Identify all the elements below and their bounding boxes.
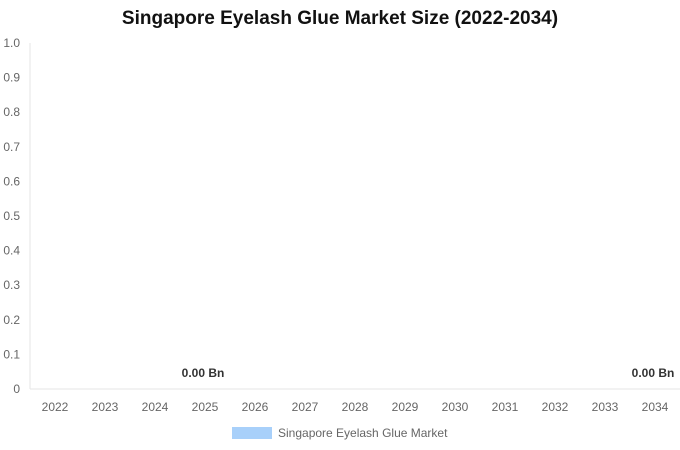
x-tick-label: 2026	[242, 400, 269, 414]
chart-title: Singapore Eyelash Glue Market Size (2022…	[121, 8, 559, 29]
x-tick-label: 2023	[92, 400, 119, 414]
legend-swatch	[232, 427, 272, 439]
x-tick-label: 2024	[142, 400, 169, 414]
x-tick-label: 2028	[342, 400, 369, 414]
y-tick-label: 0.7	[3, 140, 20, 154]
y-tick-label: 0.5	[3, 209, 20, 223]
x-tick-label: 2031	[492, 400, 519, 414]
x-tick-label: 2033	[592, 400, 619, 414]
y-tick-label: 0.8	[3, 105, 20, 119]
data-labels: 0.00 Bn 0.00 Bn	[182, 366, 675, 380]
data-label: 0.00 Bn	[182, 366, 225, 380]
x-tick-label: 2029	[392, 400, 419, 414]
x-tick-label: 2030	[442, 400, 469, 414]
y-tick-label: 0.4	[3, 244, 20, 258]
x-tick-label: 2027	[292, 400, 319, 414]
y-tick-label: 0.9	[3, 71, 20, 85]
legend[interactable]: Singapore Eyelash Glue Market	[232, 426, 447, 440]
y-tick-label: 0.6	[3, 174, 20, 188]
y-axis: 0 0.1 0.2 0.3 0.4 0.5 0.6 0.7 0.8 0.9 1.0	[3, 36, 31, 396]
x-axis: 2022 2023 2024 2025 2026 2027 2028 2029 2030 2031…	[30, 388, 680, 414]
y-tick-label: 1.0	[3, 36, 20, 50]
x-tick-label: 2034	[642, 400, 669, 414]
y-tick-label: 0.3	[3, 278, 20, 292]
x-tick-label: 2025	[192, 400, 219, 414]
y-tick-label: 0.1	[3, 347, 20, 361]
y-tick-label: 0	[13, 382, 20, 396]
data-label: 0.00 Bn	[632, 366, 675, 380]
x-tick-label: 2032	[542, 400, 569, 414]
x-tick-label: 2022	[42, 400, 69, 414]
legend-label: Singapore Eyelash Glue Market	[278, 426, 448, 440]
y-tick-label: 0.2	[3, 313, 20, 327]
